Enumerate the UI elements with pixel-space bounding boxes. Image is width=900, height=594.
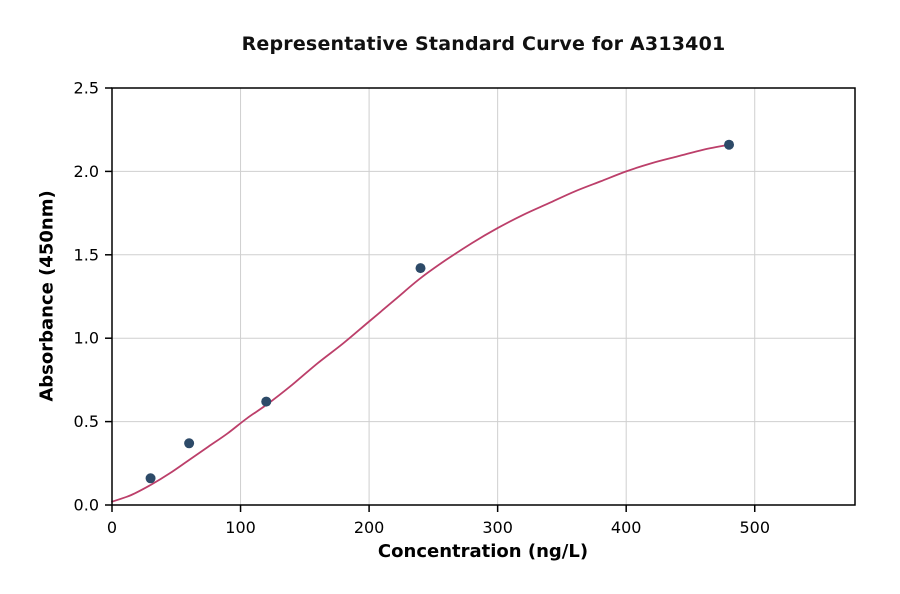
x-tick-label: 100 (225, 518, 256, 537)
y-tick-label: 2.0 (74, 162, 99, 181)
y-tick-label: 0.0 (74, 496, 99, 515)
x-tick-label: 400 (611, 518, 642, 537)
chart-title: Representative Standard Curve for A31340… (241, 33, 726, 55)
data-point (145, 473, 156, 484)
x-tick-label: 300 (482, 518, 513, 537)
y-tick-label: 2.5 (74, 79, 99, 98)
plot-border (111, 87, 856, 506)
x-tick-label: 500 (739, 518, 770, 537)
fit-curve-line (111, 143, 730, 503)
y-tick-label: 1.0 (74, 329, 99, 348)
data-point (261, 396, 272, 407)
data-point (415, 263, 426, 274)
data-point (184, 438, 195, 449)
y-tick-label: 0.5 (74, 412, 99, 431)
x-axis-label: Concentration (ng/L) (377, 541, 589, 562)
data-point (724, 139, 735, 150)
y-tick-label: 1.5 (74, 245, 99, 264)
x-tick-label: 200 (354, 518, 385, 537)
x-tick-label: 0 (107, 518, 117, 537)
